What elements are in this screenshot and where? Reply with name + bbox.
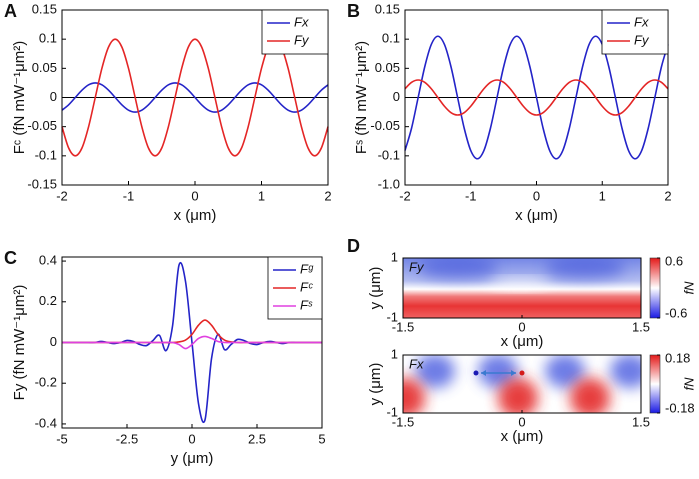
y-tick-label: 0.1 bbox=[382, 31, 400, 46]
y-tick-label: -0.1 bbox=[378, 147, 400, 162]
y-axis-label: y (μm) bbox=[367, 267, 384, 310]
x-tick-label: 2 bbox=[324, 188, 331, 203]
y-axis-label: Fˢ (fN mW⁻¹μm²) bbox=[353, 41, 370, 154]
colorbar-label: fN bbox=[681, 377, 696, 391]
y-tick-label: -0.2 bbox=[35, 375, 57, 390]
y-tick-label: 0.4 bbox=[39, 253, 57, 268]
y-tick-label: 1 bbox=[391, 249, 398, 264]
x-tick-label: -1 bbox=[123, 188, 135, 203]
y-tick-label: -0.4 bbox=[35, 415, 57, 430]
fx-field bbox=[403, 355, 641, 413]
colorbar-tick-label: -0.6 bbox=[665, 305, 687, 320]
x-tick-label: 0 bbox=[533, 188, 540, 203]
plot-frame bbox=[61, 256, 323, 429]
series-line bbox=[404, 35, 669, 160]
y-tick-label: 0.15 bbox=[32, 1, 57, 16]
x-tick-label: 0 bbox=[188, 431, 195, 446]
y-tick-label: 0 bbox=[50, 89, 57, 104]
x-tick-label: -2 bbox=[399, 188, 411, 203]
colorbar-tick-label: 0.18 bbox=[665, 350, 690, 365]
y-tick-label: -0.05 bbox=[27, 118, 57, 133]
x-tick-label: -5 bbox=[56, 431, 68, 446]
legend-label: Fx bbox=[634, 14, 649, 29]
legend-label: Fᵍ bbox=[300, 261, 314, 276]
y-tick-label: 0 bbox=[50, 334, 57, 349]
y-tick-label: -1 bbox=[386, 404, 398, 419]
x-tick-label: -1 bbox=[465, 188, 477, 203]
x-tick-label: -1.5 bbox=[392, 414, 414, 429]
y-axis-label: y (μm) bbox=[367, 363, 384, 406]
x-tick-label: -2.5 bbox=[116, 431, 138, 446]
x-tick-label: 0 bbox=[518, 319, 525, 334]
colorbar bbox=[649, 354, 661, 414]
colorbar-label: fN bbox=[681, 281, 696, 295]
map-label: Fx bbox=[409, 356, 424, 371]
x-axis-label: y (μm) bbox=[171, 450, 214, 467]
y-tick-label: -0.1 bbox=[35, 147, 57, 162]
y-tick-label: 0.05 bbox=[32, 60, 57, 75]
x-tick-label: 5 bbox=[318, 431, 325, 446]
x-axis-label: x (μm) bbox=[174, 207, 217, 224]
y-tick-label: 0.05 bbox=[375, 60, 400, 75]
x-tick-label: 1.5 bbox=[632, 319, 650, 334]
legend-label: Fy bbox=[634, 32, 650, 47]
legend-label: Fˢ bbox=[300, 297, 313, 312]
series-line bbox=[404, 79, 669, 116]
legend-box bbox=[601, 9, 669, 55]
legend-label: Fᶜ bbox=[300, 279, 313, 294]
y-tick-label: 0.15 bbox=[375, 1, 400, 16]
y-tick-label: 0 bbox=[393, 89, 400, 104]
legend-label: Fx bbox=[294, 14, 309, 29]
colorbar-tick-label: -0.18 bbox=[665, 400, 695, 415]
x-axis-label: x (μm) bbox=[501, 333, 544, 350]
y-axis-label: Fᶜ (fN mW⁻¹μm²) bbox=[11, 41, 28, 155]
plot-frame bbox=[404, 9, 669, 186]
x-axis-label: x (μm) bbox=[515, 207, 558, 224]
x-tick-label: 1 bbox=[258, 188, 265, 203]
y-tick-label: -1 bbox=[386, 309, 398, 324]
panel-label: C bbox=[4, 248, 17, 268]
y-tick-label: -0.05 bbox=[370, 118, 400, 133]
x-tick-label: -1.5 bbox=[392, 319, 414, 334]
x-tick-label: 2.5 bbox=[248, 431, 266, 446]
panel-label: A bbox=[4, 1, 17, 21]
panel-label: B bbox=[347, 1, 360, 21]
x-tick-label: 2 bbox=[664, 188, 671, 203]
x-tick-label: 0 bbox=[191, 188, 198, 203]
legend-label: Fy bbox=[294, 32, 310, 47]
series-line bbox=[61, 82, 329, 113]
y-tick-label: 0.1 bbox=[39, 31, 57, 46]
x-tick-label: 0 bbox=[518, 414, 525, 429]
plot-frame bbox=[61, 9, 329, 186]
colorbar bbox=[649, 257, 661, 319]
legend-box bbox=[261, 9, 329, 55]
fy-field bbox=[403, 258, 641, 318]
x-tick-label: -2 bbox=[56, 188, 68, 203]
x-tick-label: 1 bbox=[599, 188, 606, 203]
map-label: Fy bbox=[409, 259, 425, 274]
y-tick-label: -0.15 bbox=[27, 176, 57, 191]
x-tick-label: 1.5 bbox=[632, 414, 650, 429]
y-tick-label: -1.0 bbox=[378, 176, 400, 191]
x-axis-label: x (μm) bbox=[501, 428, 544, 445]
colorbar-tick-label: 0.6 bbox=[665, 253, 683, 268]
series-line bbox=[61, 335, 322, 350]
panel-label: D bbox=[347, 236, 360, 256]
y-tick-label: 0.2 bbox=[39, 293, 57, 308]
y-tick-label: 1 bbox=[391, 346, 398, 361]
y-axis-label: Fy (fN mW⁻¹μm²) bbox=[11, 285, 28, 401]
